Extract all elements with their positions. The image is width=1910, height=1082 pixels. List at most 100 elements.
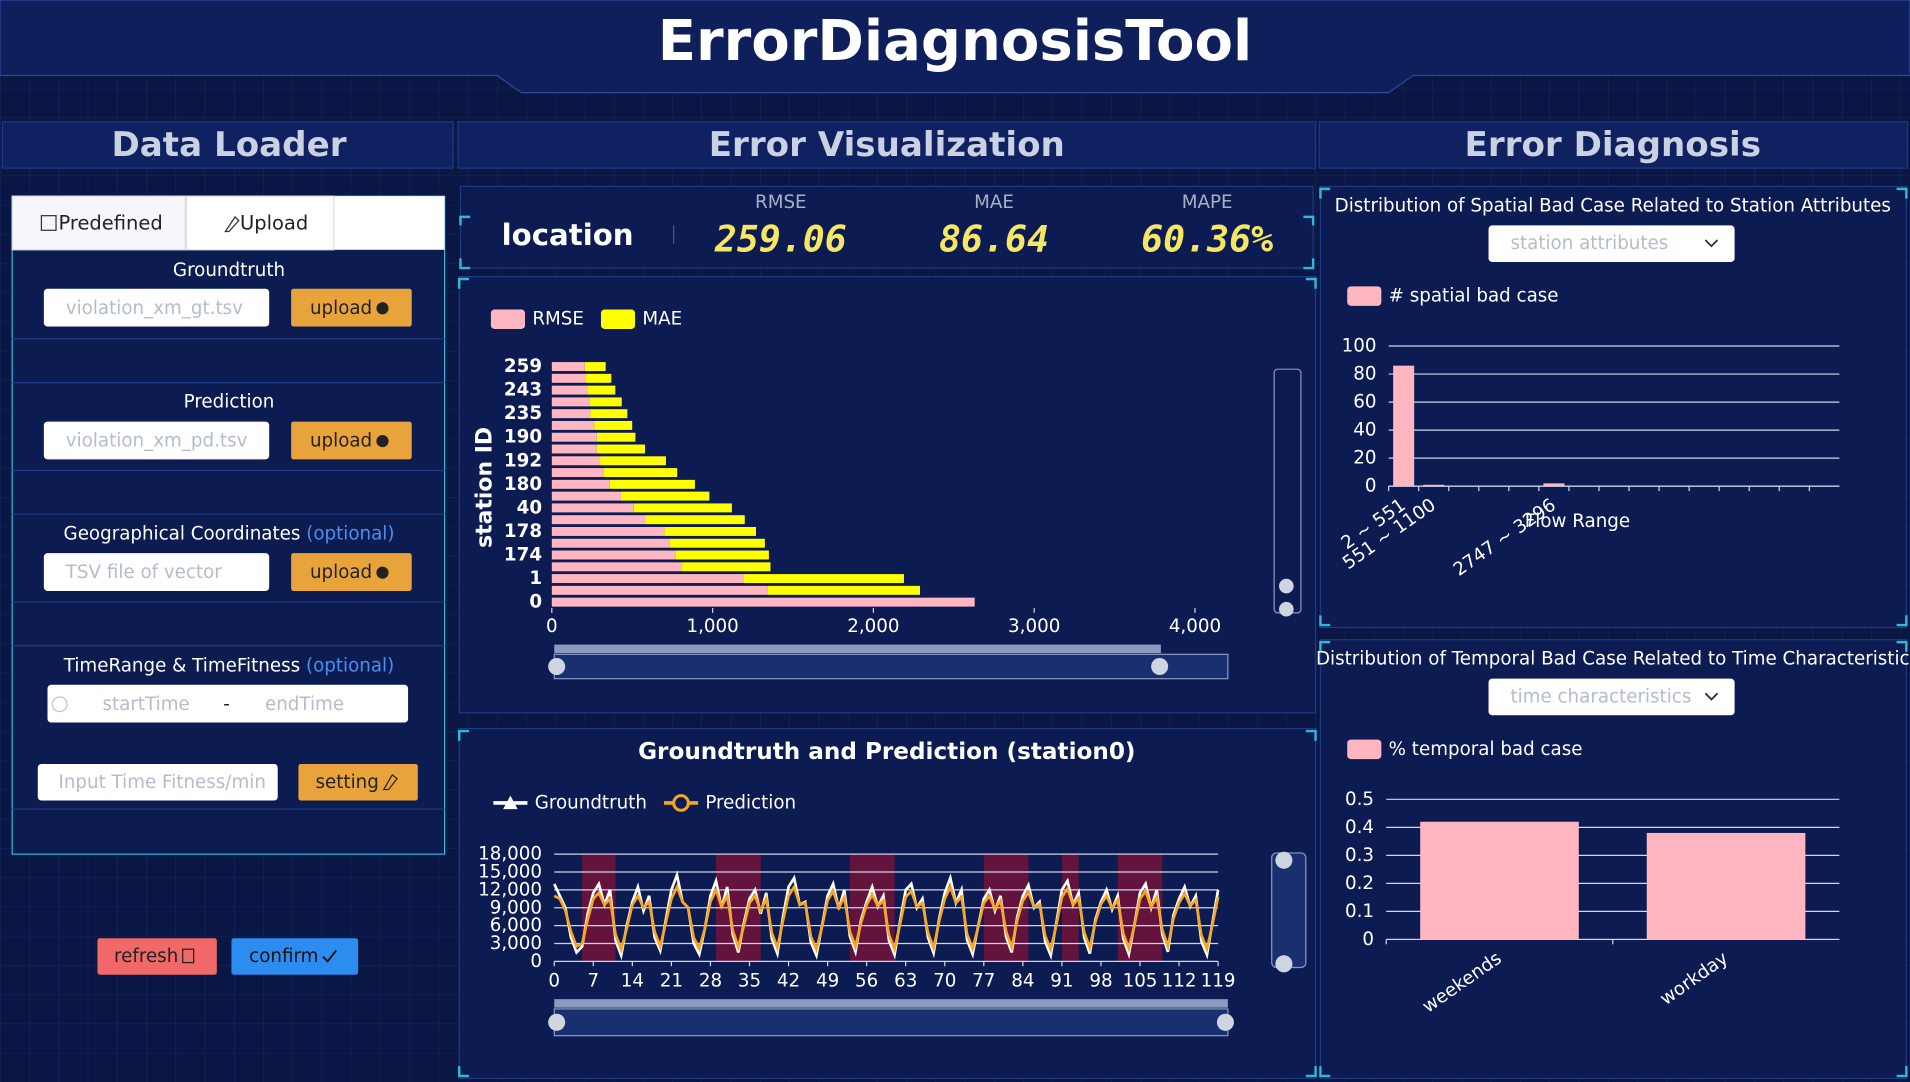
- y-tick-label: 190: [504, 427, 542, 448]
- legend-swatch: [1347, 739, 1382, 760]
- cloud-icon: [376, 566, 389, 579]
- attribute-select[interactable]: [1488, 225, 1735, 262]
- bar-segment: [633, 503, 732, 513]
- slider-handle[interactable]: [1279, 578, 1294, 594]
- y-tick-label: 235: [504, 403, 542, 424]
- metric-name: MAPE: [1182, 192, 1233, 213]
- optional-hint: (optional): [306, 655, 394, 676]
- label-text: Geographical Coordinates: [64, 523, 301, 544]
- x-tick-label: 28: [699, 970, 722, 991]
- placeholder: violation_xm_gt.tsv: [66, 298, 243, 319]
- button-label: refresh: [114, 946, 178, 967]
- legend-label: MAE: [642, 309, 682, 330]
- bar-segment: [551, 526, 665, 536]
- y-tick-label: 15,000: [478, 862, 542, 883]
- x-tick-label: 3,000: [1008, 616, 1060, 637]
- x-tick-label: 0: [546, 616, 558, 637]
- y-tick-label: 9,000: [490, 897, 542, 918]
- legend-label: % temporal bad case: [1389, 739, 1583, 760]
- pen-icon: [224, 215, 240, 233]
- y-tick-label: 60: [1353, 392, 1376, 413]
- upload-button[interactable]: [291, 421, 412, 460]
- file-input[interactable]: [43, 421, 270, 460]
- y-tick-label: 3,000: [490, 933, 542, 954]
- bar-segment: [645, 515, 745, 525]
- bar-segment: [584, 362, 606, 372]
- panel-corners: [1319, 640, 1908, 1078]
- y-tick-label: 6,000: [490, 915, 542, 936]
- zoom-slider-track[interactable]: [554, 999, 1228, 1008]
- refresh-button[interactable]: [97, 938, 217, 975]
- vertical-zoom-slider[interactable]: [1271, 852, 1307, 969]
- y-tick-label: 0.1: [1345, 901, 1374, 922]
- header-bar: [0, 0, 1910, 94]
- file-input[interactable]: [43, 553, 270, 591]
- y-tick-label: 0.3: [1345, 845, 1374, 866]
- y-tick-label: 174: [504, 545, 542, 566]
- placeholder: TSV file of vector: [65, 562, 222, 583]
- calendar-icon: [40, 215, 57, 231]
- zoom-slider-track[interactable]: [554, 644, 1161, 654]
- section-header-bg: [1318, 121, 1909, 169]
- slider-handle[interactable]: [1151, 657, 1169, 676]
- attribute-select[interactable]: [1488, 678, 1735, 716]
- field-label: TimeRange & TimeFitness (optional): [63, 655, 394, 676]
- bar-segment: [551, 397, 590, 407]
- chart-title: Distribution of Temporal Bad Case Relate…: [1316, 649, 1910, 670]
- bar: [1543, 483, 1565, 487]
- bar-segment: [589, 397, 622, 407]
- time-range-input[interactable]: [47, 684, 409, 723]
- tab-label: Predefined: [58, 211, 162, 234]
- zoom-slider[interactable]: [553, 653, 1229, 680]
- bar-segment: [669, 538, 765, 548]
- y-tick-label: 0: [1362, 929, 1374, 950]
- bar-segment: [675, 550, 769, 560]
- bar-segment: [551, 468, 604, 478]
- bar-segment: [603, 468, 678, 478]
- x-tick-label: 4,000: [1169, 616, 1221, 637]
- legend-swatch: [600, 309, 636, 329]
- y-tick-label: 259: [504, 356, 542, 377]
- legend-swatch: [1347, 286, 1382, 306]
- button-label: upload: [310, 298, 372, 319]
- legend-label: # spatial bad case: [1389, 286, 1559, 307]
- file-input[interactable]: [43, 288, 270, 327]
- cloud-icon: [376, 434, 389, 448]
- x-tick-label: 49: [816, 970, 839, 991]
- upload-button[interactable]: [291, 553, 412, 591]
- x-tick-label: 63: [894, 970, 917, 991]
- label-text: TimeRange & TimeFitness: [63, 655, 300, 676]
- pen-icon: [382, 774, 398, 791]
- legend-marker: [503, 795, 518, 810]
- x-tick-label: 21: [660, 970, 683, 991]
- bar-segment: [551, 562, 683, 572]
- y-tick-label: 243: [504, 380, 542, 401]
- slider-handle[interactable]: [548, 1013, 566, 1031]
- slider-handle[interactable]: [1279, 601, 1294, 617]
- slider-handle[interactable]: [548, 657, 566, 676]
- bar-segment: [587, 385, 616, 395]
- y-axis-label: station ID: [472, 427, 497, 548]
- button-label: upload: [310, 562, 372, 583]
- bar-segment: [551, 432, 597, 442]
- trash-icon: [182, 948, 195, 964]
- chart-title: Distribution of Spatial Bad Case Related…: [1335, 195, 1891, 216]
- tab[interactable]: [185, 195, 335, 251]
- slider-handle[interactable]: [1216, 1013, 1234, 1031]
- upload-button[interactable]: [291, 288, 412, 327]
- y-tick-label: 40: [1353, 420, 1376, 441]
- x-tick-label: 84: [1011, 970, 1034, 991]
- button-label: confirm: [249, 946, 318, 967]
- x-tick-label: 70: [933, 970, 956, 991]
- bar-segment: [551, 538, 670, 548]
- slider-handle[interactable]: [1275, 955, 1293, 973]
- setting-button[interactable]: [298, 763, 418, 801]
- bar-segment: [551, 503, 634, 513]
- bar-segment: [551, 409, 591, 419]
- fitness-input[interactable]: [37, 763, 278, 801]
- confirm-button[interactable]: [231, 938, 359, 975]
- zoom-slider[interactable]: [553, 1008, 1229, 1037]
- slider-handle[interactable]: [1275, 851, 1293, 869]
- bar-segment: [551, 491, 621, 501]
- placeholder: Input Time Fitness/min: [58, 772, 265, 793]
